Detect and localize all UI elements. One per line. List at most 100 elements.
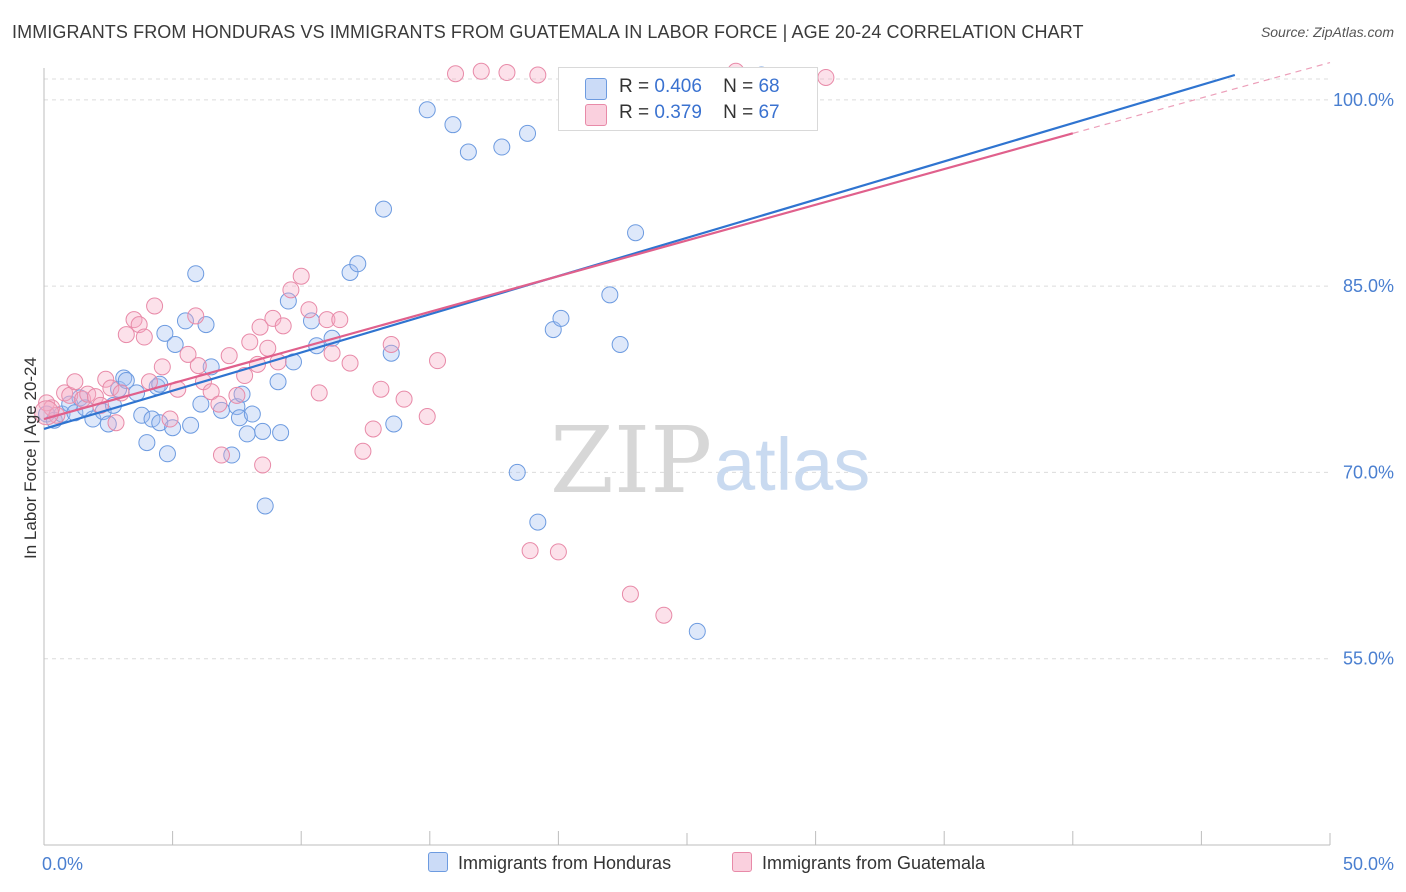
axes xyxy=(43,68,1331,846)
guatemala-point xyxy=(621,585,639,603)
trend-lines xyxy=(43,62,1331,431)
watermark-atlas: atlas xyxy=(714,423,870,506)
honduras-point xyxy=(115,369,133,387)
n-value-guatemala: 67 xyxy=(758,102,780,123)
guatemala-point xyxy=(382,336,400,353)
honduras-legend-swatch xyxy=(428,852,448,872)
guatemala-point xyxy=(498,64,516,82)
guatemala-point xyxy=(153,358,171,376)
y-tick-label-100: 100.0% xyxy=(1333,90,1394,110)
r-value-guatemala: 0.379 xyxy=(654,102,702,123)
honduras-point xyxy=(138,434,156,452)
guatemala-point xyxy=(418,408,436,426)
guatemala-cluster-point xyxy=(34,400,60,426)
guatemala-point xyxy=(429,352,447,370)
guatemala-point xyxy=(331,311,349,329)
guatemala-point xyxy=(318,311,336,329)
honduras-point xyxy=(254,422,272,440)
guatemala-point xyxy=(274,317,292,335)
y-tick-label-70: 70.0% xyxy=(1343,462,1394,482)
honduras-point xyxy=(349,255,367,273)
guatemala-point xyxy=(549,543,567,561)
honduras-point xyxy=(143,410,161,428)
honduras-point xyxy=(552,309,570,327)
n-value-honduras: 68 xyxy=(758,76,780,97)
guatemala-legend-swatch xyxy=(732,852,752,872)
guatemala-point xyxy=(395,390,413,408)
guatemala-point xyxy=(74,390,92,408)
guatemala-point xyxy=(354,442,372,460)
y-tick-label-85: 85.0% xyxy=(1343,276,1394,296)
honduras-point xyxy=(459,143,477,161)
guatemala-point xyxy=(189,357,207,375)
guatemala-point xyxy=(655,606,673,624)
guatemala-point xyxy=(254,456,272,474)
honduras-point xyxy=(611,336,629,353)
guatemala-point xyxy=(210,395,228,413)
honduras-point xyxy=(279,292,297,310)
guatemala-point xyxy=(146,297,164,315)
guatemala-point xyxy=(97,370,115,388)
guatemala-point xyxy=(300,301,318,319)
legend-item-guatemala: Immigrants from Guatemala xyxy=(732,852,985,874)
gridlines xyxy=(44,78,1330,660)
honduras-point xyxy=(688,622,706,640)
honduras-point xyxy=(223,446,241,464)
honduras-point xyxy=(493,138,511,156)
honduras-point xyxy=(156,324,174,342)
guatemala-point xyxy=(472,62,490,80)
honduras-point xyxy=(187,265,205,283)
honduras-trend-line xyxy=(43,73,1236,431)
guatemala-point xyxy=(202,383,220,401)
r-label: R = xyxy=(619,76,650,97)
guatemala-point xyxy=(66,373,84,391)
y-tick-labels: 55.0% 70.0% 85.0% 100.0% xyxy=(1333,90,1394,669)
legend-label-guatemala: Immigrants from Guatemala xyxy=(762,853,986,873)
honduras-point xyxy=(158,445,176,463)
guatemala-swatch xyxy=(585,104,607,126)
guatemala-point xyxy=(292,267,310,285)
honduras-point xyxy=(601,286,619,304)
guatemala-point xyxy=(447,65,465,83)
data-points xyxy=(34,62,835,640)
guatemala-point xyxy=(521,542,539,560)
y-axis-label: In Labor Force | Age 20-24 xyxy=(21,357,40,559)
x-tick-max: 50.0% xyxy=(1343,854,1394,874)
guatemala-point xyxy=(241,333,259,351)
honduras-point xyxy=(238,425,256,443)
honduras-point xyxy=(418,101,436,119)
chart-title: IMMIGRANTS FROM HONDURAS VS IMMIGRANTS F… xyxy=(12,22,1084,42)
guatemala-point xyxy=(323,344,341,362)
guatemala-point xyxy=(102,379,120,397)
honduras-point xyxy=(243,405,261,423)
legend-text-guatemala: R = 0.379 N = 67 xyxy=(619,102,780,124)
guatemala-point xyxy=(228,386,246,404)
stats-legend: R = 0.406 N = 68 R = 0.379 N = 67 xyxy=(558,67,818,131)
guatemala-trend-extension xyxy=(1072,62,1331,134)
guatemala-point xyxy=(310,384,328,402)
guatemala-point xyxy=(179,345,197,363)
guatemala-point xyxy=(125,311,143,329)
honduras-point xyxy=(230,409,248,427)
honduras-point xyxy=(444,116,462,134)
honduras-point xyxy=(529,513,547,531)
guatemala-point xyxy=(251,318,269,336)
guatemala-point xyxy=(282,281,300,299)
guatemala-point xyxy=(161,410,179,428)
honduras-point xyxy=(385,415,403,433)
guatemala-point xyxy=(212,446,230,464)
honduras-point xyxy=(272,424,290,442)
guatemala-point xyxy=(107,414,125,432)
legend-text-honduras: R = 0.406 N = 68 xyxy=(619,76,780,98)
honduras-point xyxy=(508,463,526,481)
legend-item-honduras: Immigrants from Honduras xyxy=(428,852,671,874)
guatemala-point xyxy=(135,328,153,346)
r-value-honduras: 0.406 xyxy=(654,76,702,97)
honduras-point xyxy=(269,373,287,391)
guatemala-trend-line xyxy=(43,132,1074,421)
honduras-point xyxy=(375,200,393,218)
guatemala-point xyxy=(364,420,382,438)
guatemala-point xyxy=(372,380,390,398)
honduras-point xyxy=(382,344,400,362)
